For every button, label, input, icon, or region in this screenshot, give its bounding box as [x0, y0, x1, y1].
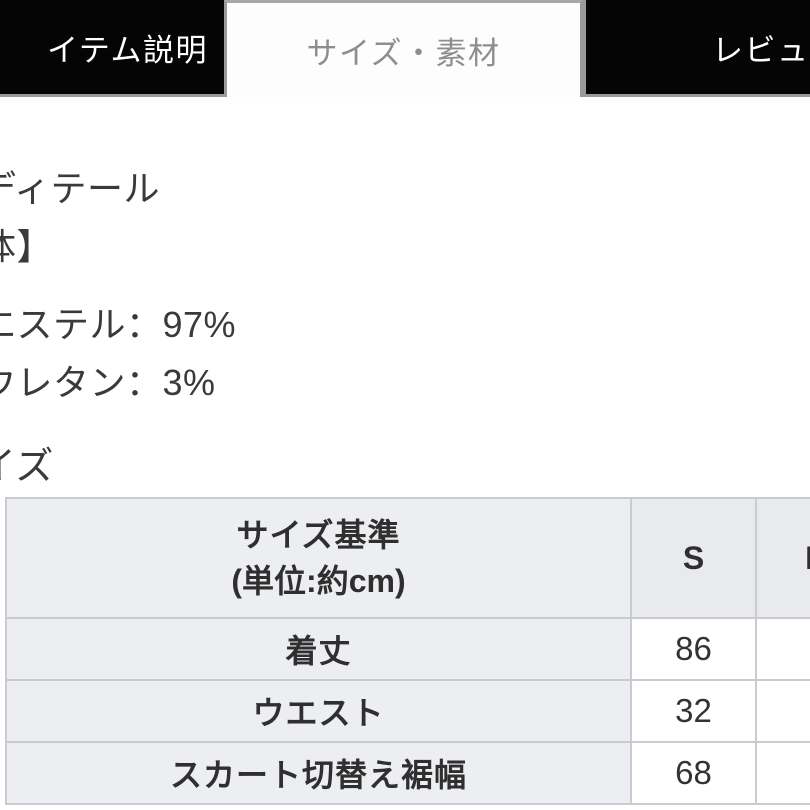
size-section-heading: イズ — [0, 446, 54, 488]
table-header-criteria-line1: サイズ基準 — [236, 516, 401, 553]
table-row: 着丈 86 8 — [6, 618, 810, 681]
table-cell-skirt-hem-width-m: 7 — [756, 742, 810, 805]
tab-item-description-label: イテム説明 — [47, 32, 208, 68]
table-header-size-m: M — [756, 498, 810, 619]
table-row-label-skirt-hem-width: スカート切替え裾幅 — [6, 742, 632, 805]
table-cell-length-m: 8 — [756, 618, 810, 681]
tab-size-material-label: サイズ・素材 — [306, 35, 501, 71]
table-cell-waist-m: 3 — [756, 680, 810, 743]
table-cell-waist-s: 32 — [631, 680, 757, 743]
tab-bar: イテム説明 サイズ・素材 レビュー — [0, 0, 810, 98]
tab-item-description[interactable]: イテム説明 — [0, 0, 227, 97]
size-table: サイズ基準 (単位:約cm) S M 着丈 86 8 ウエスト 32 3 — [5, 497, 810, 805]
tab-review-label: レビュー — [712, 32, 810, 68]
tab-review[interactable]: レビュー — [583, 0, 810, 97]
table-header-row: サイズ基準 (単位:約cm) S M — [6, 498, 810, 619]
table-header-criteria-line2: (単位:約cm) — [231, 563, 406, 599]
size-table-container: サイズ基準 (単位:約cm) S M 着丈 86 8 ウエスト 32 3 — [5, 497, 810, 805]
detail-line-4: ウレタン：3% — [0, 362, 216, 403]
table-row: スカート切替え裾幅 68 7 — [6, 742, 810, 805]
table-row-label-waist: ウエスト — [6, 680, 632, 743]
table-cell-skirt-hem-width-s: 68 — [631, 742, 757, 805]
tab-size-material[interactable]: サイズ・素材 — [224, 0, 583, 97]
detail-text-block: ディテール 体】 エステル：97% ウレタン：3% — [0, 160, 810, 412]
table-row: ウエスト 32 3 — [6, 680, 810, 743]
detail-line-1: ディテール — [0, 168, 160, 209]
table-cell-length-s: 86 — [631, 618, 757, 681]
table-header-size-s: S — [631, 498, 757, 619]
detail-line-2: 体】 — [0, 226, 54, 267]
table-row-label-length: 着丈 — [6, 618, 632, 681]
table-header-criteria-cell: サイズ基準 (単位:約cm) — [6, 498, 632, 619]
detail-line-3: エステル：97% — [0, 304, 237, 345]
